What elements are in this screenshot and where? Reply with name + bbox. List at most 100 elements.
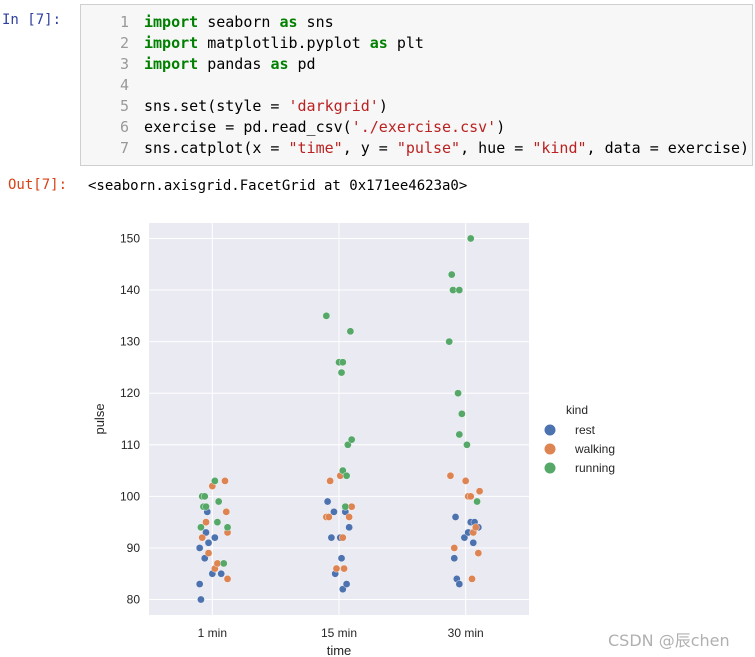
point-rest [451,513,460,521]
point-running [466,234,475,243]
point-rest [211,533,219,542]
output-prompt: Out[7]: [8,177,68,193]
y-tick-label: 150 [120,231,140,245]
code-text: exercise = pd.read_csv('./exercise.csv') [144,117,505,138]
code-string: "pulse" [396,139,461,157]
y-tick-label: 110 [121,438,140,452]
y-tick-label: 80 [127,593,141,607]
x-tick-label: 1 min [198,626,227,640]
point-rest [345,523,353,532]
point-walking [198,533,206,542]
code-text: import seaborn as sns [144,12,334,33]
point-rest [338,585,347,594]
line-number: 3 [119,55,129,73]
point-walking [345,513,353,521]
code-keyword: import [144,55,199,73]
point-rest [455,580,464,588]
point-running [344,440,352,449]
code-token: ) [378,97,388,115]
legend-label-walking: walking [574,442,615,456]
point-walking [213,559,222,568]
point-walking [461,477,470,485]
point-walking [204,549,213,557]
point-walking [474,549,483,557]
legend-label-rest: rest [575,423,596,437]
point-running [347,435,356,444]
point-walking [468,575,476,583]
code-string: 'darkgrid' [288,97,379,115]
code-string: "time" [288,139,343,157]
point-running [445,337,454,346]
line-number: 6 [119,118,129,136]
point-walking [325,513,333,521]
point-walking [338,533,347,542]
x-tick-label: 30 min [448,626,484,640]
point-running [455,430,464,439]
point-running [447,270,456,279]
code-string: "kind" [532,139,587,157]
code-token: , y = [342,139,397,157]
code-string: './exercise.csv' [351,118,497,136]
legend-marker-rest [544,424,556,436]
y-axis-label: pulse [92,403,107,434]
point-running [322,312,331,320]
x-tick-label: 15 min [321,626,357,640]
code-token: sns [297,13,334,31]
point-walking [332,564,341,573]
legend-title: kind [566,403,588,417]
point-running [202,502,210,511]
point-rest [460,533,469,542]
point-running [473,497,481,506]
legend-label-running: running [575,461,615,475]
code-token: exercise = pd.read_csv( [144,118,352,136]
point-running [223,523,232,532]
point-running [342,471,351,480]
input-prompt: In [7]: [2,12,62,28]
y-tick-label: 100 [120,489,140,503]
code-token: , hue = [460,139,533,157]
code-token: matplotlib.pyplot [198,34,370,52]
y-tick-label: 90 [127,541,141,555]
point-running [219,559,228,568]
code-token: seaborn [198,13,280,31]
point-rest [330,508,338,516]
point-rest [202,528,210,537]
point-running [338,358,347,367]
point-running [197,523,205,532]
line-number: 1 [119,13,129,31]
code-text: sns.catplot(x = "time", y = "pulse", hue… [144,138,749,159]
code-text: import matplotlib.pyplot as plt [144,33,424,54]
code-token: plt [387,34,424,52]
point-running [449,286,457,294]
code-keyword: as [369,34,388,52]
code-token: sns.set(style = [144,97,289,115]
point-rest [200,554,209,563]
point-walking [326,477,334,485]
point-running [346,327,355,336]
legend-marker-walking [544,443,556,455]
point-walking [221,477,229,485]
point-running [337,368,346,377]
point-running [455,286,464,294]
point-rest [204,538,213,547]
point-rest [469,538,478,547]
point-running [214,497,223,506]
point-rest [195,580,204,588]
point-walking [471,523,480,532]
line-number: 7 [119,139,129,157]
code-token: pandas [198,55,271,73]
code-cell[interactable]: 1 import seaborn as sns 2 import matplotlib… [80,4,753,166]
output-repr-text: <seaborn.axisgrid.FacetGrid at 0x171ee46… [88,178,468,194]
point-running [341,502,350,511]
point-walking [223,575,232,583]
point-running [211,477,219,485]
point-running [458,410,466,418]
point-walking [466,492,475,501]
code-token: , data = exercise) [586,139,750,157]
point-walking [450,544,459,552]
line-number: 2 [119,34,129,52]
y-tick-label: 130 [120,335,140,349]
y-tick-label: 140 [120,283,140,297]
point-running [338,466,347,475]
